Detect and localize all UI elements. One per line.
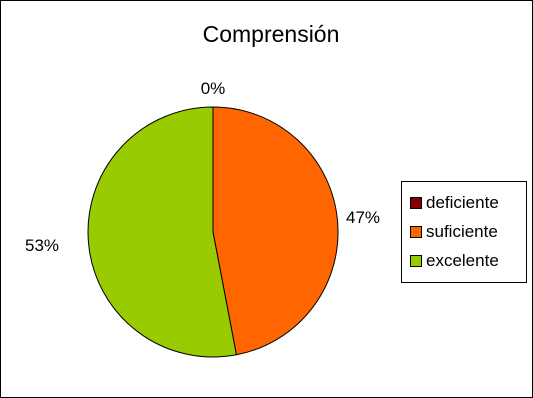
chart-title: Comprensión	[202, 21, 340, 47]
data-label-excelente: 53%	[25, 236, 59, 255]
pie-slice-excelente	[87, 106, 238, 358]
legend-label-suficiente: suficiente	[426, 221, 498, 241]
legend-label-deficiente: deficiente	[426, 192, 499, 212]
legend-item-deficiente: deficiente	[402, 188, 526, 217]
legend-swatch-excelente	[410, 254, 422, 267]
legend-label-excelente: excelente	[426, 250, 499, 270]
legend-item-suficiente: suficiente	[402, 217, 526, 246]
legend-swatch-deficiente	[410, 196, 422, 209]
data-label-deficiente: 0%	[201, 79, 226, 98]
data-label-suficiente: 47%	[346, 208, 380, 227]
legend-item-excelente: excelente	[402, 246, 526, 275]
legend: deficiente suficiente excelente	[401, 181, 527, 283]
legend-swatch-suficiente	[410, 225, 422, 238]
pie-slice-suficiente	[212, 106, 339, 356]
